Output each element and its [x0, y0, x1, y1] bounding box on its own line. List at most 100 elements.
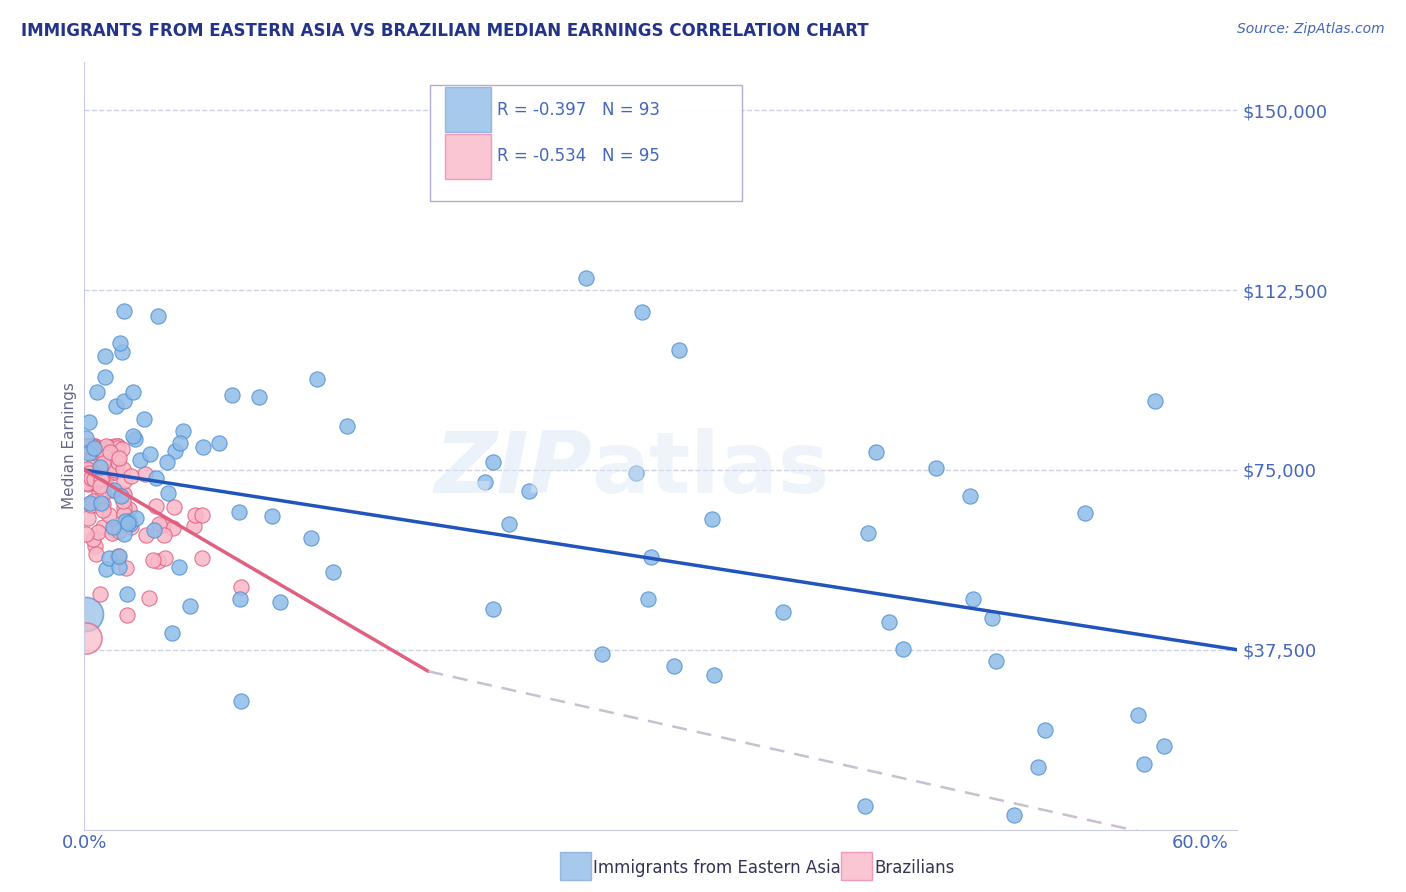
Point	[83, 441, 105, 455]
Point	[112, 304, 135, 318]
Point	[134, 467, 156, 481]
Point	[104, 463, 127, 477]
Point	[191, 508, 214, 523]
Point	[229, 694, 252, 708]
Point	[482, 455, 505, 469]
Text: Immigrants from Eastern Asia: Immigrants from Eastern Asia	[593, 859, 841, 877]
Point	[84, 539, 107, 553]
Point	[79, 471, 101, 485]
Point	[90, 496, 112, 510]
Text: Source: ZipAtlas.com: Source: ZipAtlas.com	[1237, 22, 1385, 37]
Point	[980, 611, 1002, 625]
Point	[91, 520, 114, 534]
Point	[301, 531, 323, 545]
Point	[575, 271, 598, 285]
Point	[336, 419, 359, 434]
Point	[115, 561, 138, 575]
Point	[1143, 394, 1166, 409]
Point	[115, 587, 138, 601]
Point	[891, 642, 914, 657]
Point	[228, 505, 250, 519]
Point	[80, 439, 103, 453]
Point	[90, 472, 112, 486]
Point	[79, 496, 101, 510]
Point	[108, 549, 131, 563]
Point	[107, 439, 129, 453]
Point	[117, 502, 139, 516]
Point	[108, 524, 131, 539]
Point	[153, 551, 176, 566]
Point	[98, 444, 121, 458]
Point	[101, 526, 124, 541]
Point	[75, 631, 97, 645]
Point	[118, 514, 141, 528]
Point	[152, 517, 174, 532]
Point	[191, 550, 214, 565]
Point	[114, 474, 136, 488]
Point	[637, 592, 659, 607]
Point	[124, 432, 146, 446]
Point	[1133, 757, 1156, 772]
Point	[107, 549, 129, 564]
Point	[104, 466, 127, 480]
Point	[97, 551, 120, 566]
Point	[247, 390, 270, 404]
FancyBboxPatch shape	[430, 86, 741, 201]
Point	[84, 439, 107, 453]
Point	[229, 592, 252, 607]
Point	[91, 457, 114, 471]
Point	[89, 479, 111, 493]
Point	[107, 439, 129, 453]
Point	[82, 532, 104, 546]
Point	[517, 483, 540, 498]
Point	[591, 647, 613, 661]
Point	[89, 460, 111, 475]
Point	[84, 462, 107, 476]
Point	[179, 599, 201, 614]
Point	[498, 517, 520, 532]
Point	[145, 499, 167, 513]
Point	[77, 446, 100, 460]
Point	[1153, 739, 1175, 753]
Point	[105, 441, 128, 455]
Point	[76, 461, 98, 475]
Point	[132, 412, 155, 426]
Point	[1033, 723, 1056, 738]
Point	[112, 507, 135, 521]
Point	[82, 494, 104, 508]
Point	[260, 509, 283, 524]
Point	[631, 304, 654, 318]
Point	[269, 595, 291, 609]
Point	[139, 447, 162, 461]
Point	[853, 798, 876, 813]
Point	[83, 472, 105, 486]
Point	[772, 605, 794, 619]
Point	[75, 431, 97, 445]
Point	[640, 550, 662, 565]
Point	[84, 548, 107, 562]
Point	[91, 487, 114, 501]
Point	[75, 607, 97, 621]
Point	[142, 553, 165, 567]
Point	[191, 440, 214, 454]
Point	[80, 498, 103, 512]
Point	[79, 442, 101, 457]
Point	[103, 439, 125, 453]
Point	[108, 560, 131, 574]
Point	[87, 525, 110, 540]
Point	[111, 494, 134, 508]
Point	[664, 658, 686, 673]
Point	[1002, 808, 1025, 822]
Point	[115, 608, 138, 623]
Point	[307, 372, 329, 386]
Point	[162, 521, 184, 535]
Point	[105, 460, 128, 475]
Point	[118, 517, 141, 532]
Point	[93, 497, 115, 511]
Point	[125, 511, 148, 525]
Point	[229, 580, 252, 594]
Point	[80, 460, 103, 475]
Point	[111, 462, 134, 476]
Point	[112, 527, 135, 541]
Point	[75, 439, 97, 453]
